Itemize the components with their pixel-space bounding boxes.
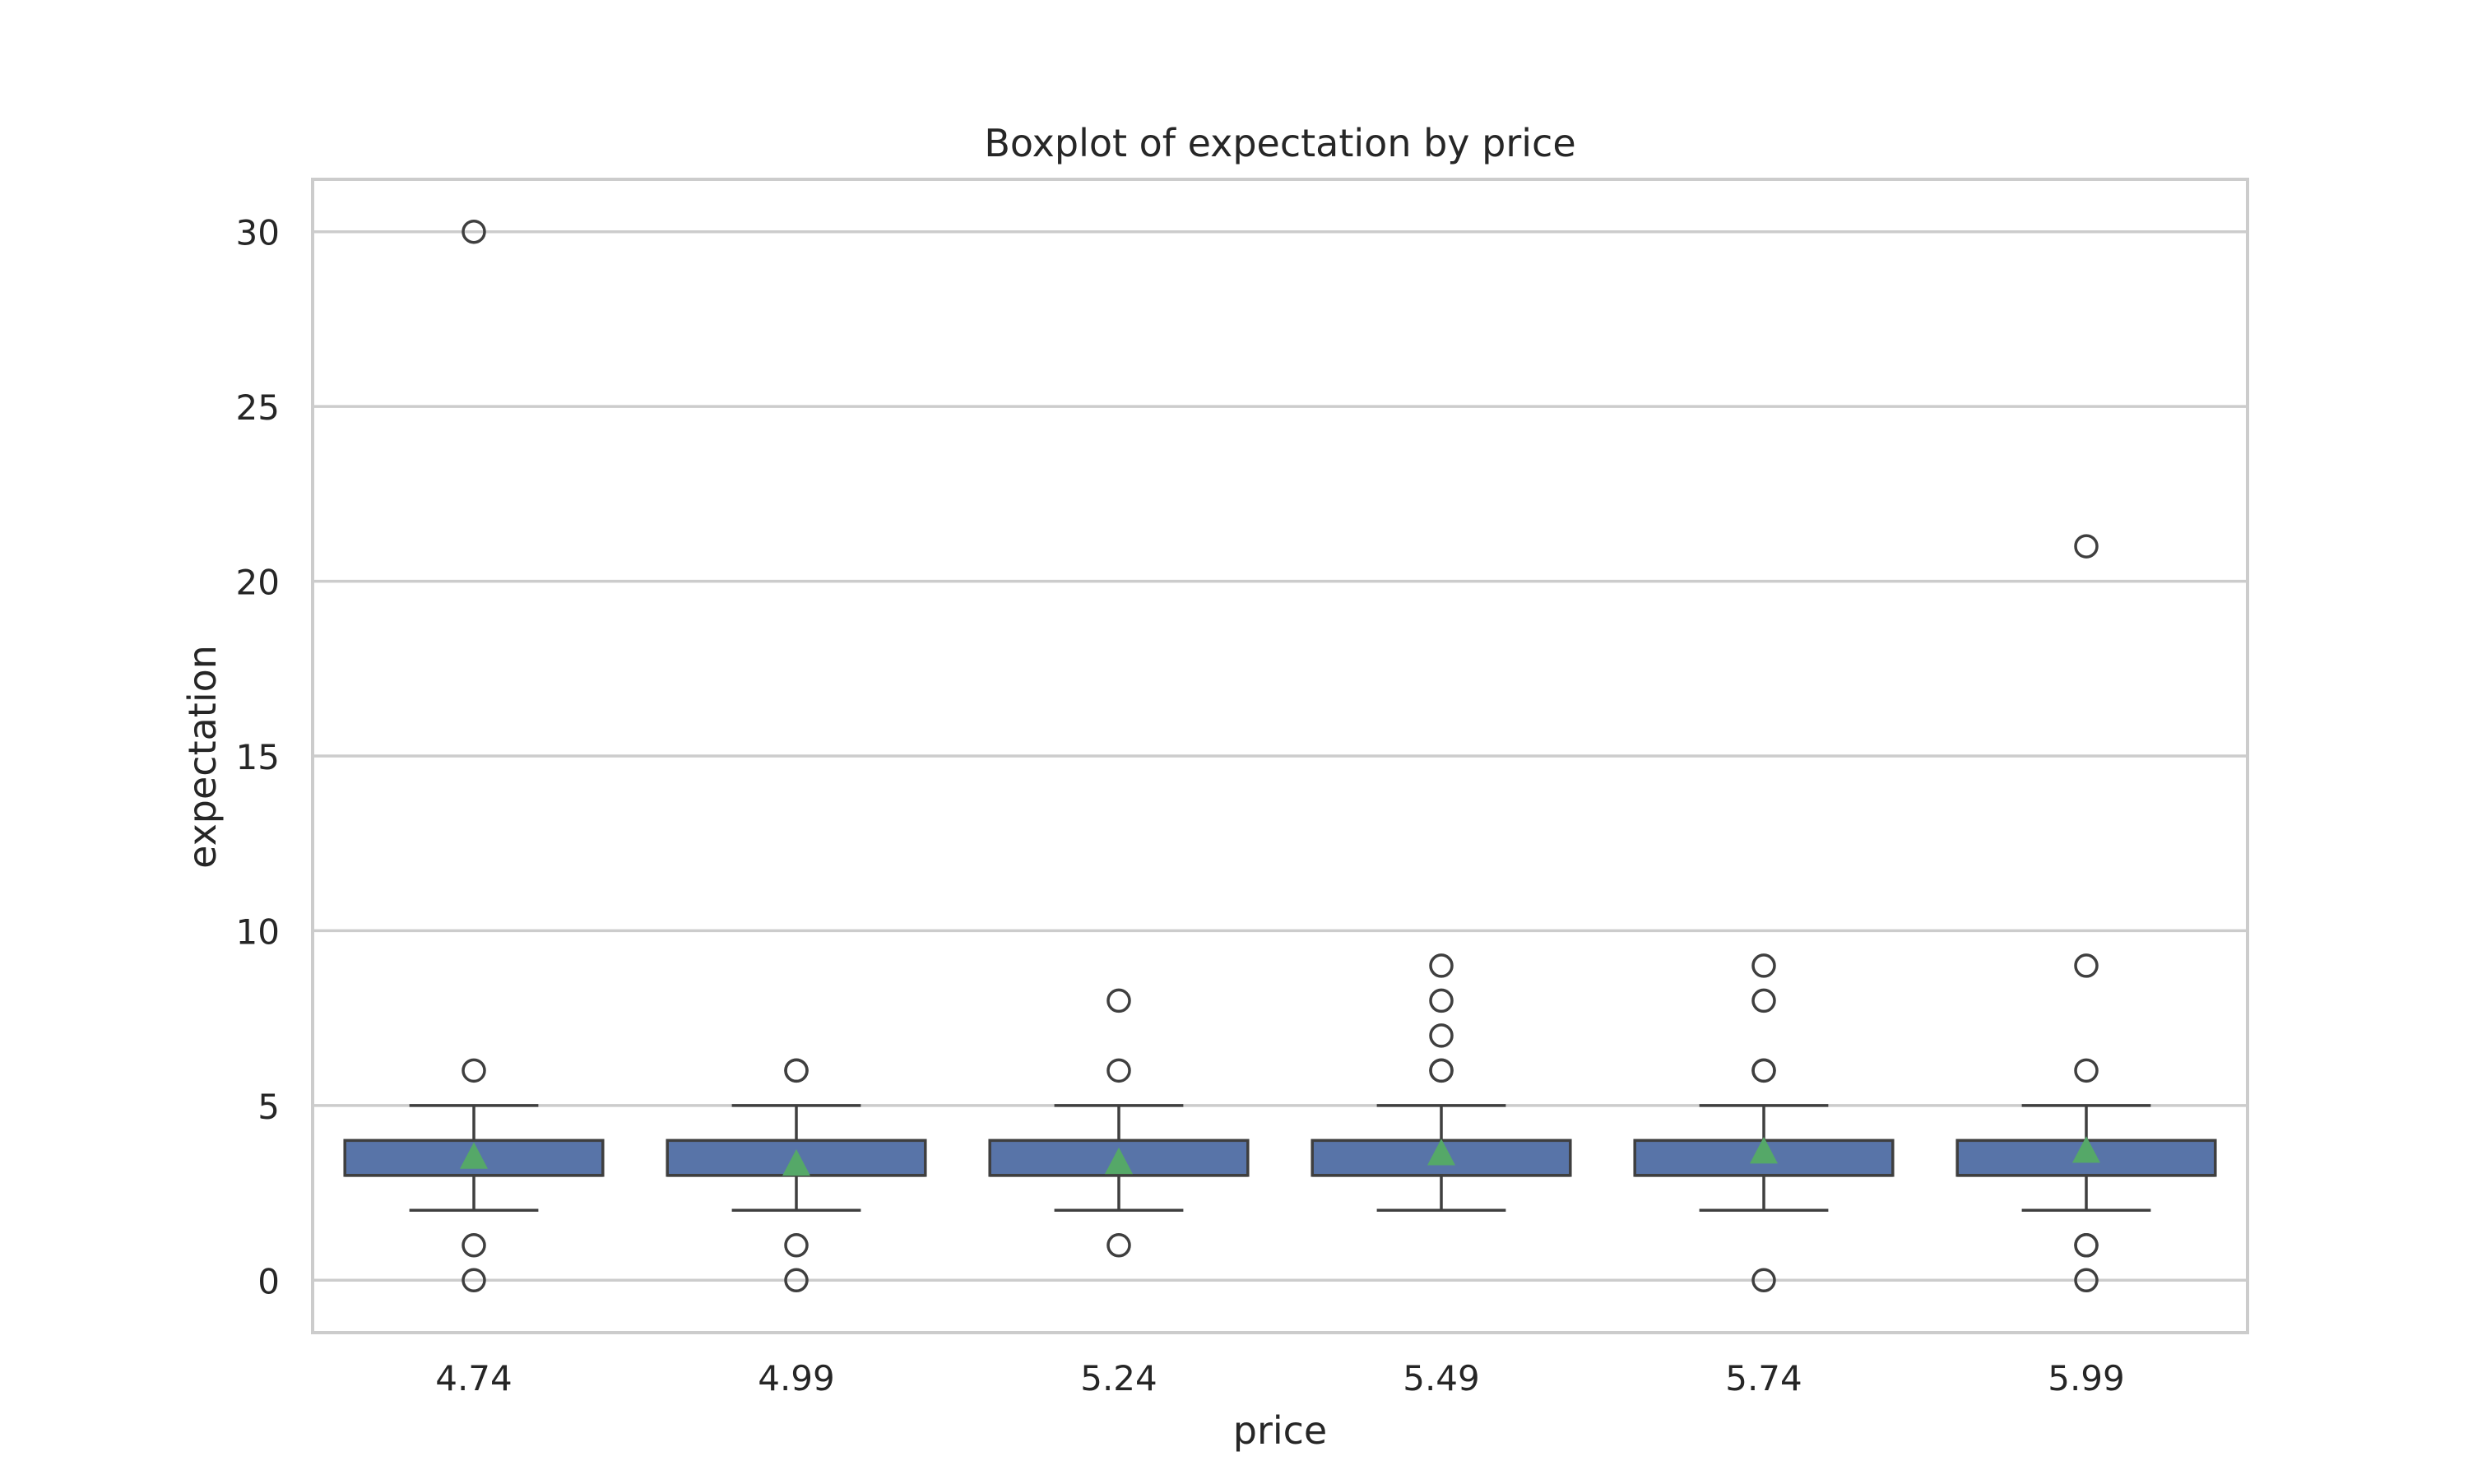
y-tick-label: 0 bbox=[257, 1261, 280, 1301]
outlier-point bbox=[462, 1058, 486, 1083]
mean-marker bbox=[1750, 1137, 1778, 1164]
y-axis-tick-labels: 0 5 10 15 20 25 30 bbox=[236, 213, 280, 1302]
outlier-point bbox=[1751, 1058, 1776, 1083]
x-axis-tick-labels: 4.74 4.99 5.24 5.49 5.74 5.99 bbox=[435, 1358, 2125, 1398]
plot-area-frame bbox=[311, 178, 2249, 1334]
box-group-5.74 bbox=[1633, 953, 1895, 1293]
boxplot-marks bbox=[343, 219, 2217, 1293]
mean-marker bbox=[1427, 1139, 1455, 1166]
mean-marker bbox=[460, 1142, 488, 1169]
x-tick-label: 5.24 bbox=[1080, 1358, 1157, 1398]
grid-lines bbox=[313, 230, 2248, 1282]
y-tick-label: 10 bbox=[236, 911, 280, 952]
outlier-point bbox=[1106, 1233, 1131, 1258]
outlier-point bbox=[1429, 988, 1454, 1013]
outlier-point bbox=[1429, 1023, 1454, 1048]
mean-marker bbox=[1105, 1147, 1133, 1175]
outlier-point bbox=[2074, 1058, 2099, 1083]
box-group-4.99 bbox=[666, 1058, 927, 1293]
outlier-point bbox=[784, 1058, 809, 1083]
x-tick-label: 5.99 bbox=[2048, 1358, 2125, 1398]
y-tick-label: 30 bbox=[236, 213, 280, 253]
box-group-5.99 bbox=[1955, 534, 2217, 1293]
box-group-5.24 bbox=[988, 988, 1250, 1258]
outlier-point bbox=[2074, 1268, 2099, 1293]
mean-marker bbox=[782, 1148, 810, 1176]
x-axis-label: price bbox=[1233, 1408, 1327, 1453]
x-tick-label: 4.99 bbox=[758, 1358, 835, 1398]
box-group-4.74 bbox=[343, 219, 605, 1293]
outlier-point bbox=[2074, 534, 2099, 559]
x-tick-label: 4.74 bbox=[435, 1358, 513, 1398]
outlier-point bbox=[1751, 953, 1776, 978]
outlier-point bbox=[462, 1233, 486, 1258]
outlier-point bbox=[1429, 953, 1454, 978]
outlier-point bbox=[1106, 1058, 1131, 1083]
x-tick-label: 5.74 bbox=[1725, 1358, 1802, 1398]
outlier-point bbox=[1106, 988, 1131, 1013]
outlier-point bbox=[784, 1233, 809, 1258]
outlier-point bbox=[784, 1268, 809, 1293]
outlier-point bbox=[1751, 1268, 1776, 1293]
y-tick-label: 25 bbox=[236, 387, 280, 428]
y-axis-label: expectation bbox=[180, 645, 225, 869]
mean-marker bbox=[2072, 1136, 2100, 1163]
outlier-point bbox=[2074, 953, 2099, 978]
y-tick-label: 5 bbox=[257, 1087, 280, 1127]
outlier-point bbox=[1751, 988, 1776, 1013]
chart-title: Boxplot of expectation by price bbox=[984, 121, 1575, 165]
outlier-point bbox=[462, 219, 486, 244]
y-tick-label: 20 bbox=[236, 563, 280, 603]
outlier-point bbox=[2074, 1233, 2099, 1258]
y-tick-label: 15 bbox=[236, 737, 280, 777]
x-tick-label: 5.49 bbox=[1403, 1358, 1480, 1398]
outlier-point bbox=[462, 1268, 486, 1293]
box-group-5.49 bbox=[1311, 953, 1572, 1213]
outlier-point bbox=[1429, 1058, 1454, 1083]
